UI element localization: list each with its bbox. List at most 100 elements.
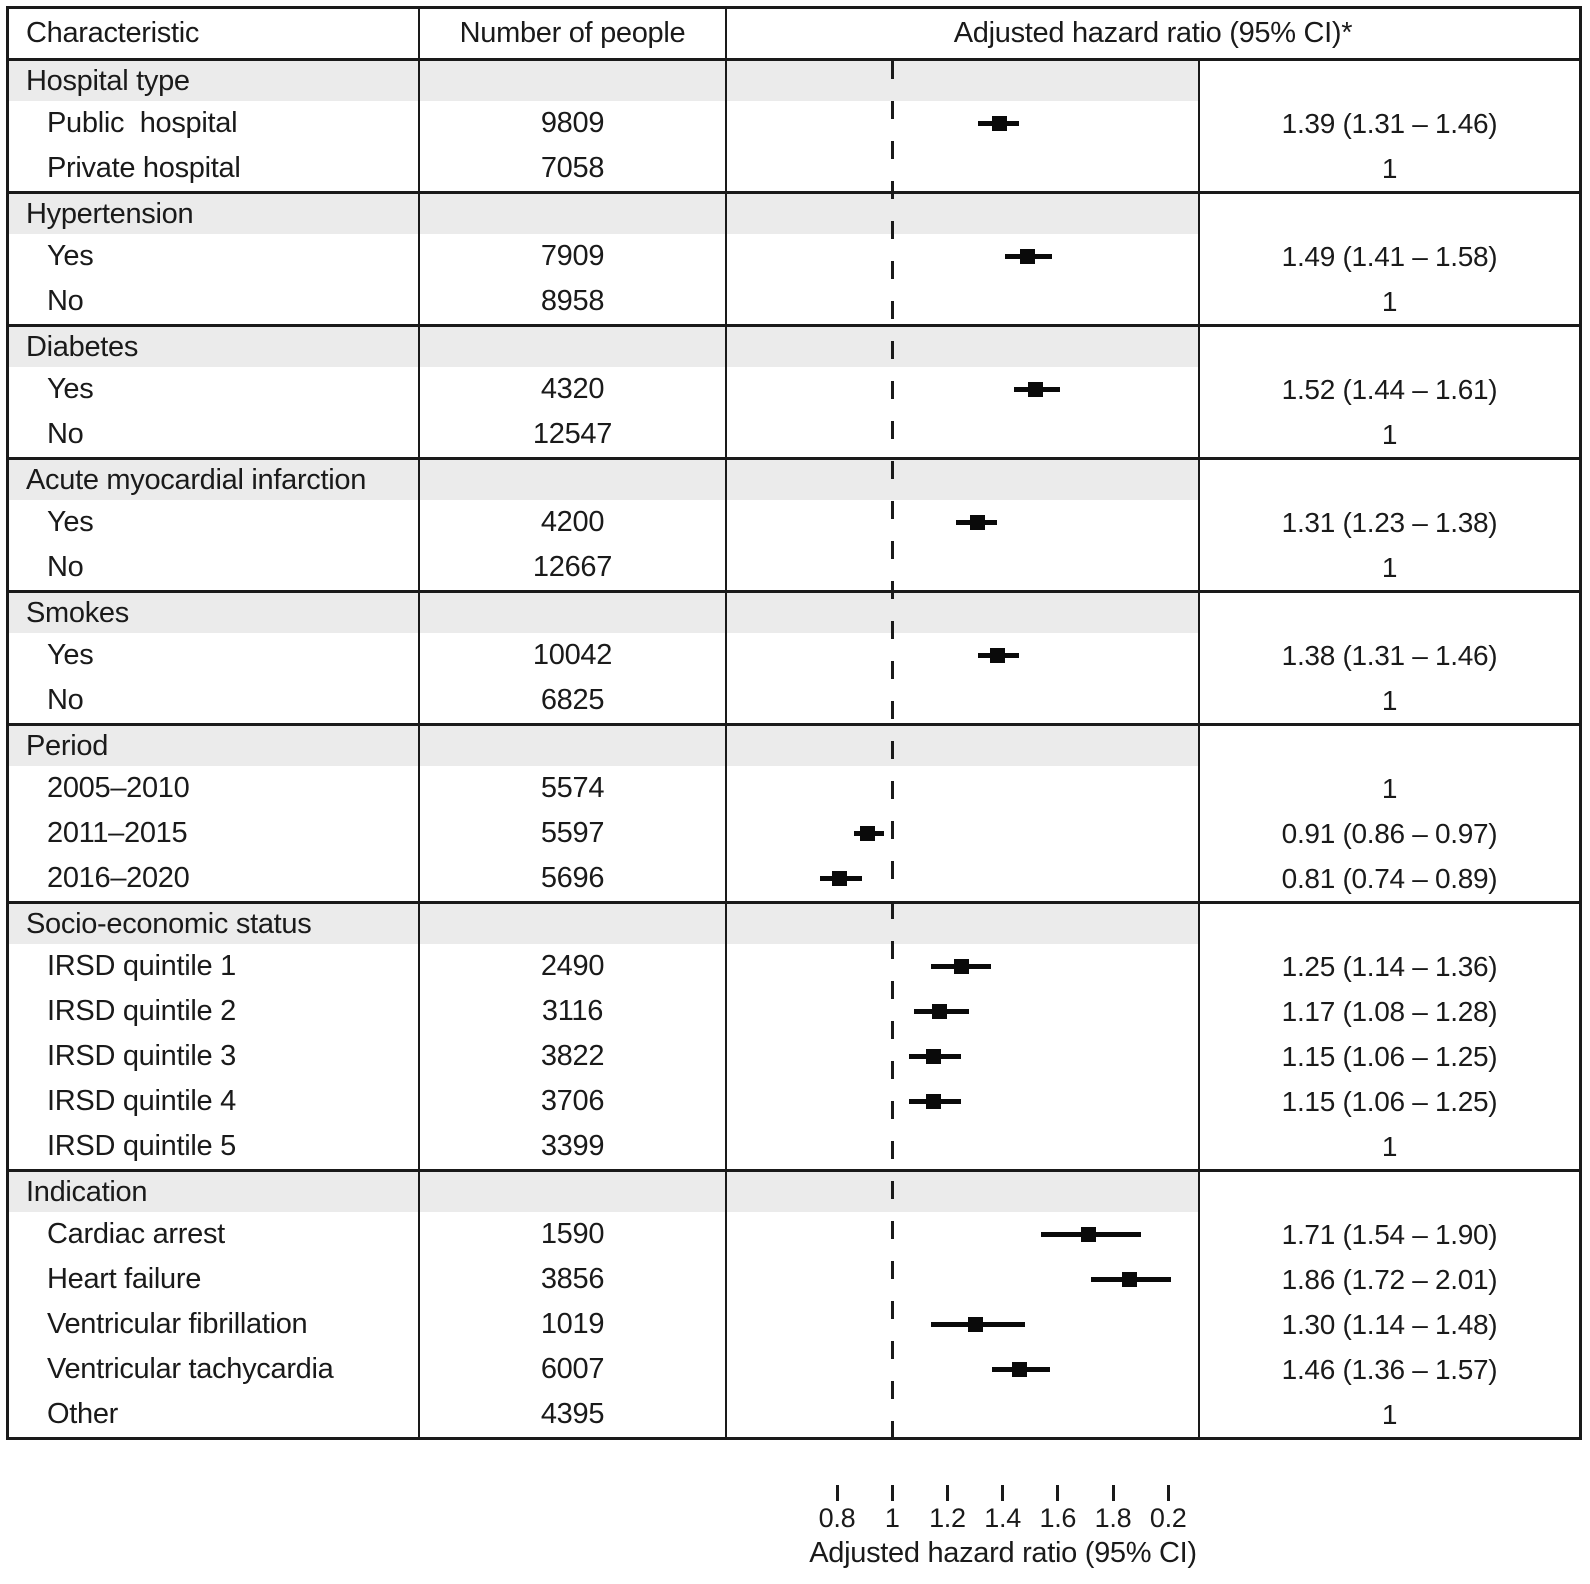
axis-tick: [890, 1485, 894, 1501]
number-cell: 5696: [420, 856, 727, 901]
number-cell: 12667: [420, 545, 727, 590]
characteristic-cell: Heart failure: [9, 1257, 420, 1302]
plot-cell: [727, 1392, 1200, 1437]
section: Indication Cardiac arrest 1590 1.71 (1.54 –…: [9, 1169, 1579, 1437]
hr-text-cell: [1200, 726, 1579, 766]
characteristic-label: Cardiac arrest: [47, 1218, 225, 1250]
axis-tick-label: 0.2: [1149, 1503, 1187, 1533]
axis-tick-label: 1: [884, 1503, 900, 1533]
characteristic-cell: Cardiac arrest: [9, 1212, 420, 1257]
hr-text-cell: 1.15 (1.06 – 1.25): [1281, 1040, 1498, 1072]
table-row: 2011–2015 5597 0.91 (0.86 – 0.97): [9, 811, 1579, 856]
plot-cell: [727, 101, 1200, 146]
table-row: Cardiac arrest 1590 1.71 (1.54 – 1.90): [9, 1212, 1579, 1257]
characteristic-label: Yes: [47, 506, 94, 538]
characteristic-cell: Yes: [9, 500, 420, 545]
table-row: Yes 7909 1.49 (1.41 – 1.58): [9, 234, 1579, 279]
characteristic-label: Heart failure: [47, 1263, 202, 1295]
number-cell: 6825: [420, 678, 727, 723]
table-row: Yes 4200 1.31 (1.23 – 1.38): [9, 500, 1579, 545]
characteristic-cell: No: [9, 678, 420, 723]
plot-cell: [727, 944, 1200, 989]
hr-text-cell: 1: [1381, 1398, 1398, 1430]
characteristic-label: No: [47, 418, 84, 450]
axis-tick: [1056, 1485, 1060, 1501]
characteristic-cell: Public hospital: [9, 101, 420, 146]
point-marker: [1019, 249, 1035, 264]
hr-text-cell: [1200, 327, 1579, 367]
plot-cell: [727, 726, 1200, 766]
table-row: No 12547 1: [9, 412, 1579, 457]
plot-cell: [727, 1302, 1200, 1347]
number-cell: 9809: [420, 101, 727, 146]
number-cell: 4395: [420, 1392, 727, 1437]
plot-cell: [727, 545, 1200, 590]
characteristic-label: IRSD quintile 1: [47, 950, 236, 982]
number-cell: [420, 194, 727, 234]
table-row: Other 4395 1: [9, 1392, 1579, 1437]
section-label: Period: [26, 729, 109, 762]
plot-cell: [727, 146, 1200, 191]
x-axis: 0.8 1 1.2 1.4 1.6 1.8 0.2 Adjusted hazard rati…: [0, 1485, 1590, 1584]
hr-text-cell: 1: [1381, 1130, 1398, 1162]
hr-text-cell: 1: [1381, 152, 1398, 184]
section-header-row: Diabetes: [9, 327, 1579, 367]
section: Hospital type Public hospital 9809 1.39 (1.…: [9, 61, 1579, 191]
characteristic-label: IRSD quintile 3: [47, 1040, 236, 1072]
table-row: 2005–2010 5574 1: [9, 766, 1579, 811]
hr-text-cell: 1.52 (1.44 – 1.61): [1281, 373, 1498, 405]
plot-cell: [727, 766, 1200, 811]
characteristic-cell: No: [9, 545, 420, 590]
plot-cell: [727, 1172, 1200, 1212]
number-cell: [420, 904, 727, 944]
point-marker: [1011, 1362, 1027, 1377]
characteristic-label: Ventricular fibrillation: [47, 1308, 308, 1340]
table-row: No 6825 1: [9, 678, 1579, 723]
characteristic-cell: 2005–2010: [9, 766, 420, 811]
section-header-row: Indication: [9, 1172, 1579, 1212]
axis-tick-label: 1.4: [984, 1503, 1021, 1533]
plot-cell: [727, 1124, 1200, 1169]
number-cell: 3822: [420, 1034, 727, 1079]
section-label-cell: Smokes: [9, 593, 420, 633]
table-row: IRSD quintile 5 3399 1: [9, 1124, 1579, 1169]
plot-cell: [727, 633, 1200, 678]
section: Acute myocardial infarction Yes 4200 1.31 (…: [9, 457, 1579, 590]
point-marker: [992, 116, 1008, 131]
hr-text-cell: [1200, 194, 1579, 234]
number-cell: [420, 726, 727, 766]
axis-tick: [1001, 1485, 1005, 1501]
plot-cell: [727, 367, 1200, 412]
hr-text-cell: 1: [1381, 285, 1398, 317]
characteristic-label: 2011–2015: [47, 817, 188, 849]
number-cell: 5574: [420, 766, 727, 811]
characteristic-label: Other: [47, 1398, 119, 1430]
number-cell: [420, 61, 727, 101]
number-cell: 4200: [420, 500, 727, 545]
plot-cell: [727, 1257, 1200, 1302]
plot-cell: [727, 500, 1200, 545]
number-cell: 8958: [420, 279, 727, 324]
number-cell: 10042: [420, 633, 727, 678]
characteristic-label: Private hospital: [47, 152, 241, 184]
point-marker: [1080, 1227, 1096, 1242]
table-body: Hospital type Public hospital 9809 1.39 (1.…: [9, 61, 1579, 1437]
section-label-cell: Socio-economic status: [9, 904, 420, 944]
point-marker: [926, 1049, 942, 1064]
hr-text-cell: [1200, 904, 1579, 944]
section: Hypertension Yes 7909 1.49 (1.41 – 1.58) No 8…: [9, 191, 1579, 324]
section-label-cell: Acute myocardial infarction: [9, 460, 420, 500]
section-header-row: Acute myocardial infarction: [9, 460, 1579, 500]
characteristic-label: No: [47, 285, 84, 317]
table-row: No 12667 1: [9, 545, 1579, 590]
characteristic-cell: 2011–2015: [9, 811, 420, 856]
point-marker: [967, 1317, 983, 1332]
table-row: Yes 4320 1.52 (1.44 – 1.61): [9, 367, 1579, 412]
number-cell: [420, 593, 727, 633]
axis-tick-label: 1.8: [1094, 1503, 1132, 1533]
hr-text-cell: 1.17 (1.08 – 1.28): [1281, 995, 1498, 1027]
section-header-row: Socio-economic status: [9, 904, 1579, 944]
characteristic-label: No: [47, 684, 84, 716]
section: Period 2005–2010 5574 1 2011–2015 5597 0.91 (0…: [9, 723, 1579, 901]
point-marker: [1122, 1272, 1138, 1287]
